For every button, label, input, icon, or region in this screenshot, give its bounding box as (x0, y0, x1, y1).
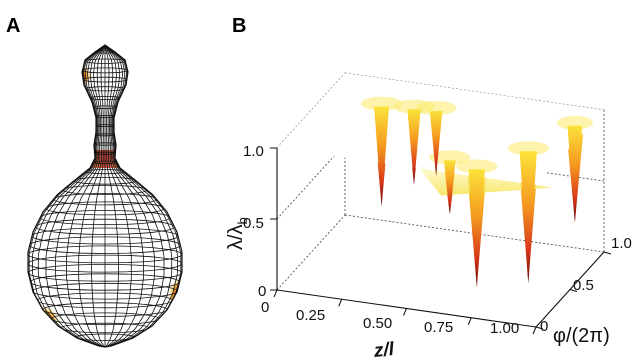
panel-a-label: A (6, 15, 20, 37)
mesh-longitude (55, 45, 106, 347)
x-tick-label: 0 (261, 299, 269, 316)
mesh-longitude (104, 45, 119, 347)
y-tick-label: 1.0 (611, 235, 632, 252)
mesh-longitude (104, 45, 165, 347)
x-tick (403, 308, 407, 316)
mesh-longitude (78, 45, 106, 347)
y-tick (603, 251, 612, 255)
y-tick (569, 289, 578, 292)
mesh-longitude (104, 45, 173, 347)
surface-shading (507, 141, 549, 156)
surface-minimum (429, 110, 443, 177)
x-tick (532, 326, 537, 335)
mesh-longitude (66, 45, 106, 347)
x-tick-label: 0.50 (363, 315, 392, 332)
mesh-longitude (104, 45, 155, 347)
surface-shading (360, 96, 403, 111)
box-edge (276, 214, 346, 291)
mesh-longitude (37, 45, 106, 347)
mesh-longitude (32, 45, 106, 347)
surface-minimum (468, 169, 485, 288)
z-tick-label: 1.0 (243, 143, 264, 160)
z-axis-label: λ/λb (225, 217, 250, 250)
surface-minimum (519, 151, 537, 284)
surface-minimum (374, 106, 389, 206)
mesh-longitude (45, 45, 106, 347)
mesh-longitude (104, 45, 144, 347)
x-tick (273, 289, 278, 298)
mesh-longitude (104, 45, 132, 347)
x-tick (338, 299, 343, 307)
surface-sheet (277, 73, 604, 288)
x-tick-label: 0.75 (424, 319, 453, 336)
box-edge (276, 143, 346, 220)
surface-plot: 1.0 0.5 0 0 0.25 0.50 0.75 1.00 0 0.5 1.… (225, 72, 632, 358)
hotspot-bottom-right (168, 277, 182, 317)
y-tick-label: 0 (540, 318, 548, 335)
y-tick-label: 0.5 (573, 277, 594, 294)
x-tick (467, 317, 472, 325)
x-tick-label: 1.00 (490, 320, 519, 337)
surface-shading (556, 115, 594, 130)
x-tick-label: 0.25 (296, 307, 325, 324)
z-tick-label: 0.5 (243, 215, 264, 232)
x-axis-label: z/l (372, 339, 396, 358)
mesh-longitude (91, 45, 106, 347)
surface-shading (456, 159, 498, 174)
z-tick-label: 0 (258, 283, 266, 300)
surface-shading (429, 150, 471, 165)
surface-minimum (407, 109, 421, 185)
mesh-longitude (104, 45, 178, 347)
surface-shading (415, 101, 457, 115)
panel-b-label: B (232, 15, 246, 37)
surface-minimum (567, 125, 583, 223)
deformed-sphere (27, 44, 183, 348)
surface-minimum (443, 160, 456, 215)
y-tick (535, 326, 544, 330)
y-axis-label: φ/(2π) (553, 325, 610, 347)
